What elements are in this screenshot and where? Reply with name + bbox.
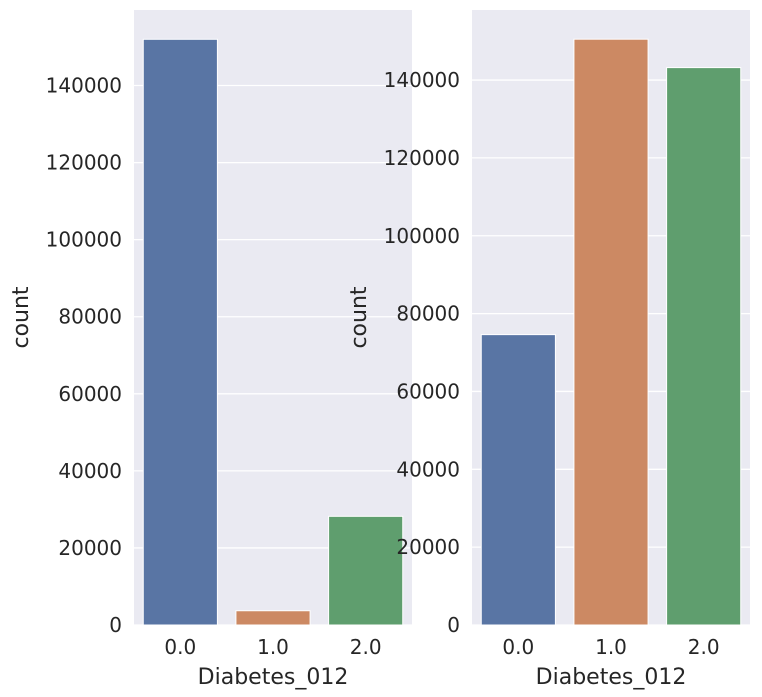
y-tick-label: 80000: [58, 305, 122, 329]
bar-2.0: [666, 67, 742, 626]
y-tick-label: 140000: [384, 68, 460, 92]
y-tick-label: 40000: [58, 459, 122, 483]
x-axis-label: Diabetes_012: [536, 665, 687, 690]
x-tick-label: 0.0: [164, 635, 196, 659]
bar-1.0: [235, 610, 311, 626]
chart-panel-2: 0 20000 40000 60000 80000 100000 120000 140000 0…: [347, 10, 750, 690]
y-tick-label: 20000: [396, 535, 460, 559]
x-tick-label: 1.0: [257, 635, 289, 659]
x-tick-label: 2.0: [350, 635, 382, 659]
bar-2.0: [328, 515, 404, 626]
bar-0.0: [142, 38, 218, 626]
y-tick-label: 0: [447, 613, 460, 637]
y-tick-label: 140000: [46, 74, 122, 98]
bar-1.0: [573, 38, 649, 626]
x-axis-label: Diabetes_012: [198, 665, 349, 690]
y-tick-label: 100000: [46, 228, 122, 252]
y-tick-label: 100000: [384, 224, 460, 248]
y-tick-label: 60000: [58, 382, 122, 406]
x-tick-label: 1.0: [595, 635, 627, 659]
x-tick-label: 2.0: [688, 635, 720, 659]
x-tick-label: 0.0: [502, 635, 534, 659]
y-tick-label: 120000: [384, 146, 460, 170]
y-tick-label: 120000: [46, 151, 122, 175]
y-axis-label: count: [347, 286, 372, 348]
y-axis-label: count: [9, 286, 34, 348]
bar-0.0: [480, 334, 556, 626]
y-tick-label: 40000: [396, 457, 460, 481]
y-tick-label: 20000: [58, 536, 122, 560]
y-tick-label: 60000: [396, 379, 460, 403]
chart-panel-1: 0 20000 40000 60000 80000 100000 120000 140000 0…: [9, 10, 412, 690]
y-tick-label: 0: [109, 613, 122, 637]
y-tick-label: 80000: [396, 302, 460, 326]
